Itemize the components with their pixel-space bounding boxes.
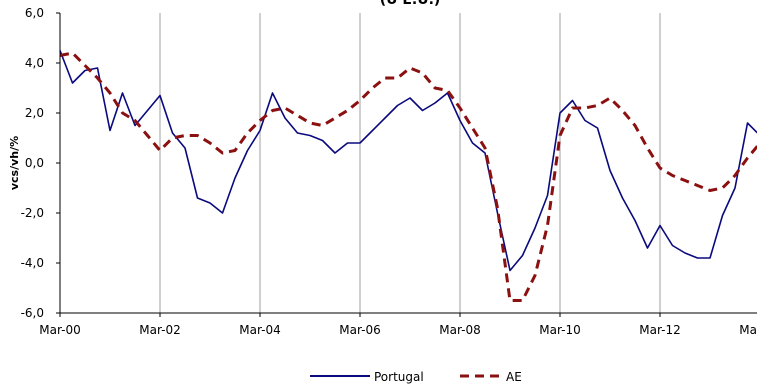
y-tick-label: -6,0 (21, 306, 44, 320)
y-tick-label: -4,0 (21, 256, 44, 270)
x-tick-label: Mar-00 (39, 323, 80, 337)
y-tick-label: -2,0 (21, 206, 44, 220)
y-tick-label: 2,0 (25, 106, 44, 120)
chart-title: (Ü E.U.) (380, 0, 441, 8)
y-tick-label: 4,0 (25, 56, 44, 70)
x-tick-labels: Mar-00 Mar-02 Mar-04 Mar-06 Mar-08 Mar-10 Mar-… (39, 313, 757, 337)
legend: Portugal AE (310, 370, 522, 384)
x-tick-label: Mar-02 (139, 323, 180, 337)
x-tick-label: Mar-04 (239, 323, 280, 337)
series-line-portugal (59, 50, 757, 272)
x-tick-label: Mar-14 (739, 323, 757, 337)
series-line-ae (59, 51, 757, 302)
grid-lines (159, 13, 661, 313)
series-lines (59, 50, 757, 302)
legend-label-ae: AE (506, 370, 522, 384)
y-tick-label: 0,0 (25, 156, 44, 170)
y-tick-label: 6,0 (25, 6, 44, 20)
y-tick-labels: -6,0 -4,0 -2,0 0,0 2,0 4,0 6,0 (21, 6, 60, 320)
x-tick-label: Mar-12 (639, 323, 680, 337)
x-tick-label: Mar-08 (439, 323, 480, 337)
x-tick-label: Mar-10 (539, 323, 580, 337)
axes (59, 13, 757, 314)
legend-label-portugal: Portugal (374, 370, 424, 384)
y-axis-label: vcs/vh/% (8, 136, 21, 190)
x-tick-label: Mar-06 (339, 323, 380, 337)
